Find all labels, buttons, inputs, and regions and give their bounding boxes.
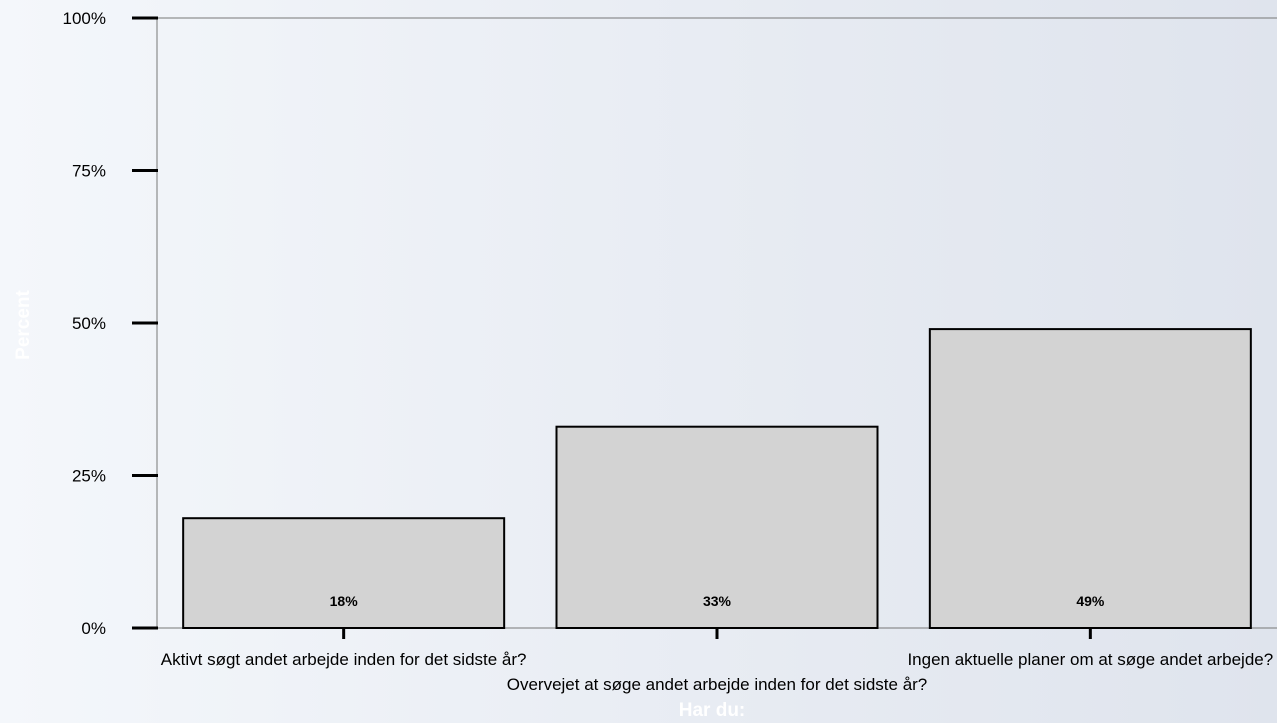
y-tick-label: 75% (72, 162, 106, 181)
y-tick-label: 100% (63, 9, 106, 28)
bar-value-label: 18% (330, 593, 359, 609)
x-tick-label: Ingen aktuelle planer om at søge andet a… (907, 650, 1273, 669)
x-tick-label: Aktivt søgt andet arbejde inden for det … (161, 650, 527, 669)
x-axis-title: Har du: (679, 700, 746, 721)
x-axis: Aktivt søgt andet arbejde inden for det … (161, 628, 1273, 694)
y-tick-label: 0% (81, 619, 106, 638)
y-tick-label: 50% (72, 314, 106, 333)
y-axis: 0% 25% 50% 75% 100% (63, 9, 158, 638)
bar (928, 328, 1252, 629)
x-tick-label: Overvejet at søge andet arbejde inden fo… (507, 675, 928, 694)
y-axis-title: Percent (13, 289, 34, 359)
bar-value-label: 33% (703, 593, 732, 609)
bar (555, 425, 879, 630)
bar-value-label: 49% (1076, 593, 1105, 609)
bar (182, 517, 506, 630)
bars: 18% 33% 49% (182, 328, 1252, 630)
y-tick-label: 25% (72, 467, 106, 486)
